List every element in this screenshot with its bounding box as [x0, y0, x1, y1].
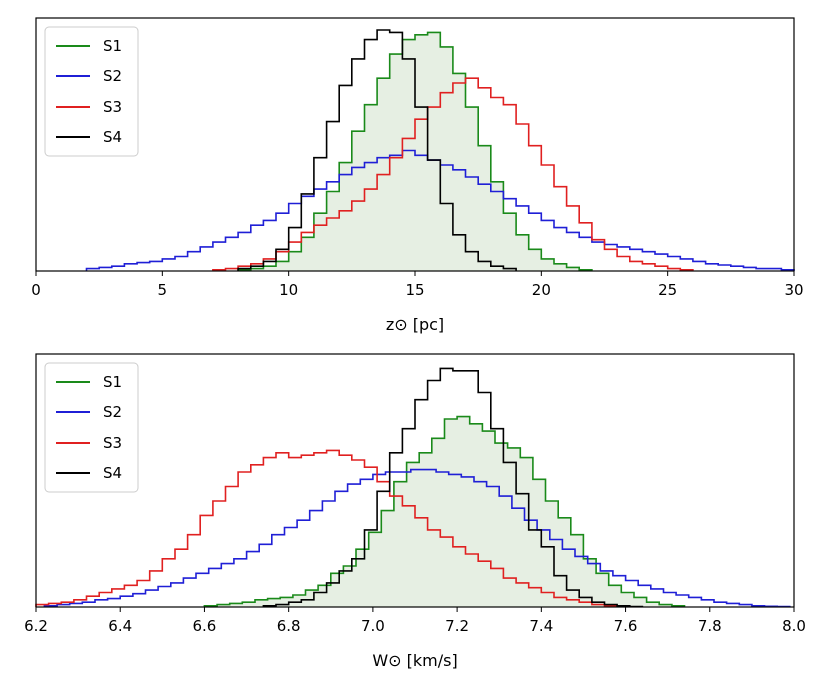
bottom-legend-label-s1: S1	[103, 373, 122, 391]
bottom-series-s1-line	[203, 415, 686, 607]
top-x-tick-label: 30	[784, 281, 803, 299]
bottom-x-tick-label: 6.4	[108, 617, 132, 635]
top-legend-label-s1: S1	[103, 37, 122, 55]
top-legend-label-s3: S3	[103, 98, 122, 116]
bottom-x-tick-label: 6.8	[277, 617, 301, 635]
bottom-series-s3-line	[35, 449, 631, 608]
top-legend: S1 S2 S3 S4	[44, 26, 139, 157]
bottom-plot-frame	[35, 353, 795, 608]
bottom-x-axis-label: W⊙ [km/s]	[372, 651, 457, 670]
bottom-x-tick-label: 7.8	[698, 617, 722, 635]
bottom-x-axis-ticks: 6.2 6.4 6.6 6.8 7.0 7.2 7.4 7.6 7.8 8.0	[24, 607, 806, 635]
bottom-legend-label-s2: S2	[103, 403, 122, 421]
bottom-legend: S1 S2 S3 S4	[44, 362, 139, 493]
top-x-tick-label: 20	[532, 281, 551, 299]
top-series-s4-line	[237, 29, 517, 271]
top-x-tick-label: 0	[31, 281, 41, 299]
bottom-histogram-panel: 6.2 6.4 6.6 6.8 7.0 7.2 7.4 7.6 7.8 8.0 W⊙ [km/s]…	[24, 353, 806, 670]
bottom-x-tick-label: 7.4	[529, 617, 553, 635]
bottom-series-s2-line	[43, 468, 791, 608]
top-x-tick-label: 5	[158, 281, 168, 299]
top-legend-label-s2: S2	[103, 67, 122, 85]
top-histogram-panel: 0 5 10 15 20 25 30 z⊙ [pc] S1 S2 S3 S4	[31, 17, 804, 334]
top-legend-label-s4: S4	[103, 128, 122, 146]
bottom-x-tick-label: 7.2	[445, 617, 469, 635]
bottom-legend-label-s3: S3	[103, 434, 122, 452]
bottom-x-tick-label: 7.0	[361, 617, 385, 635]
top-x-tick-label: 15	[405, 281, 424, 299]
top-x-tick-label: 25	[658, 281, 677, 299]
bottom-legend-box	[44, 362, 139, 493]
top-legend-box	[44, 26, 139, 157]
bottom-x-tick-label: 6.2	[24, 617, 48, 635]
top-x-tick-label: 10	[279, 281, 298, 299]
top-x-axis-label: z⊙ [pc]	[386, 315, 444, 334]
top-series-s1-line	[237, 31, 593, 271]
bottom-legend-label-s4: S4	[103, 464, 122, 482]
top-histogram-series	[85, 29, 795, 272]
bottom-series-s4-line	[262, 367, 644, 608]
bottom-series-s1-fill	[204, 416, 685, 607]
bottom-x-tick-label: 7.6	[614, 617, 638, 635]
bottom-x-tick-label: 8.0	[782, 617, 806, 635]
bottom-x-tick-label: 6.6	[193, 617, 217, 635]
top-x-axis-ticks: 0 5 10 15 20 25 30	[31, 271, 804, 299]
bottom-histogram-series	[35, 367, 791, 608]
